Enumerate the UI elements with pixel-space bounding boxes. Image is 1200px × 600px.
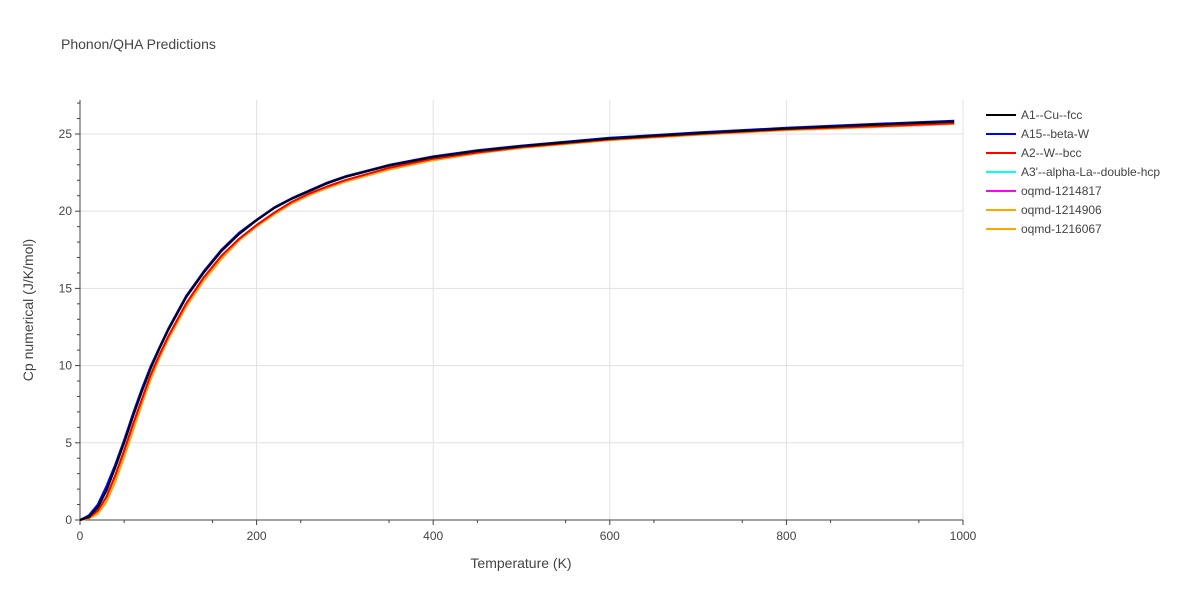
x-axis-title: Temperature (K) [470, 555, 571, 571]
grid [80, 100, 964, 520]
legend-item[interactable]: A3'--alpha-La--double-hcp [986, 165, 1160, 179]
legend-label: A3'--alpha-La--double-hcp [1021, 165, 1160, 179]
y-axis-title: Cp numerical (J/K/mol) [20, 239, 36, 381]
y-tick-label: 15 [59, 281, 73, 295]
series-line-2 [79, 122, 955, 521]
legend-item[interactable]: A15--beta-W [986, 127, 1090, 141]
legend-label: A1--Cu--fcc [1021, 108, 1082, 122]
x-tick-label: 1000 [950, 529, 977, 543]
legend-item[interactable]: oqmd-1214906 [986, 203, 1102, 217]
legend-label: oqmd-1214906 [1021, 203, 1102, 217]
legend: A1--Cu--fcc A15--beta-W A2--W--bcc A3'--alp… [986, 108, 1160, 236]
legend-label: oqmd-1214817 [1021, 184, 1102, 198]
y-tick-label: 0 [65, 513, 72, 527]
x-tick-label: 200 [247, 529, 267, 543]
axes: 0 200 400 600 800 1000 0 5 10 15 20 25 [59, 100, 977, 543]
legend-label: A2--W--bcc [1021, 146, 1081, 160]
chart-title: Phonon/QHA Predictions [61, 36, 216, 52]
x-tick-label: 800 [776, 529, 796, 543]
legend-label: A15--beta-W [1021, 127, 1090, 141]
x-tick-label: 400 [423, 529, 443, 543]
legend-item[interactable]: oqmd-1216067 [986, 222, 1102, 236]
legend-item[interactable]: A2--W--bcc [986, 146, 1081, 160]
y-tick-label: 5 [65, 436, 72, 450]
legend-item[interactable]: A1--Cu--fcc [986, 108, 1082, 122]
x-tick-label: 600 [600, 529, 620, 543]
series-line-5 [79, 122, 955, 521]
series-line-3 [79, 122, 955, 521]
y-tick-label: 20 [59, 204, 73, 218]
y-tick-label: 25 [59, 127, 73, 141]
series-layer [79, 119, 955, 521]
y-tick-label: 10 [59, 359, 73, 373]
legend-item[interactable]: oqmd-1214817 [986, 184, 1102, 198]
x-tick-label: 0 [77, 529, 84, 543]
series-line-0 [79, 120, 955, 521]
series-line-1 [79, 119, 955, 521]
series-line-4 [79, 122, 955, 521]
legend-label: oqmd-1216067 [1021, 222, 1102, 236]
series-line-6 [79, 122, 955, 521]
